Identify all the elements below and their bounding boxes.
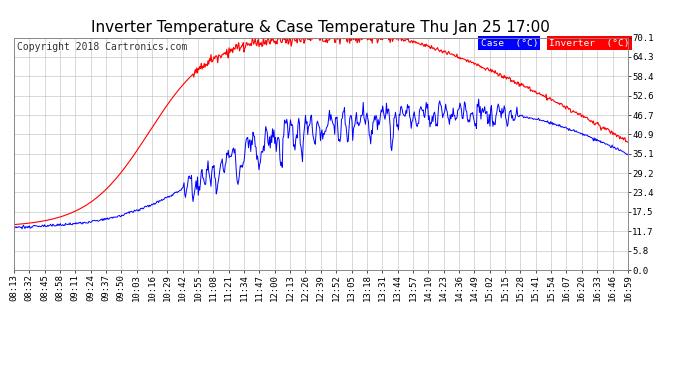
Title: Inverter Temperature & Case Temperature Thu Jan 25 17:00: Inverter Temperature & Case Temperature … [91, 20, 551, 35]
Text: Inverter  (°C): Inverter (°C) [549, 39, 630, 48]
Text: Case  (°C): Case (°C) [480, 39, 538, 48]
Text: Copyright 2018 Cartronics.com: Copyright 2018 Cartronics.com [17, 42, 187, 52]
